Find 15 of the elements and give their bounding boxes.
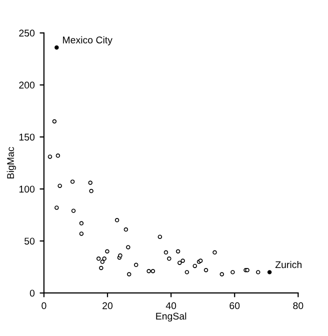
y-tick-label: 100 bbox=[19, 186, 35, 193]
y-tick-label: 150 bbox=[19, 134, 35, 141]
y-tick-label: 0 bbox=[30, 290, 35, 297]
y-tick-label: 250 bbox=[19, 30, 35, 37]
y-tick-label: 50 bbox=[24, 238, 35, 245]
x-tick-label: 40 bbox=[166, 302, 176, 310]
x-tick-label: 20 bbox=[102, 302, 113, 310]
annotation: Zurich bbox=[275, 260, 302, 268]
x-tick-label: 60 bbox=[230, 302, 240, 310]
x-axis-title: EngSal bbox=[156, 312, 186, 322]
y-tick-label: 200 bbox=[19, 82, 35, 89]
annotation: Mexico City bbox=[63, 36, 112, 46]
x-tick-label: 0 bbox=[42, 302, 46, 310]
x-tick-label: 80 bbox=[293, 302, 304, 310]
y-axis-title: BigMac bbox=[6, 147, 16, 178]
